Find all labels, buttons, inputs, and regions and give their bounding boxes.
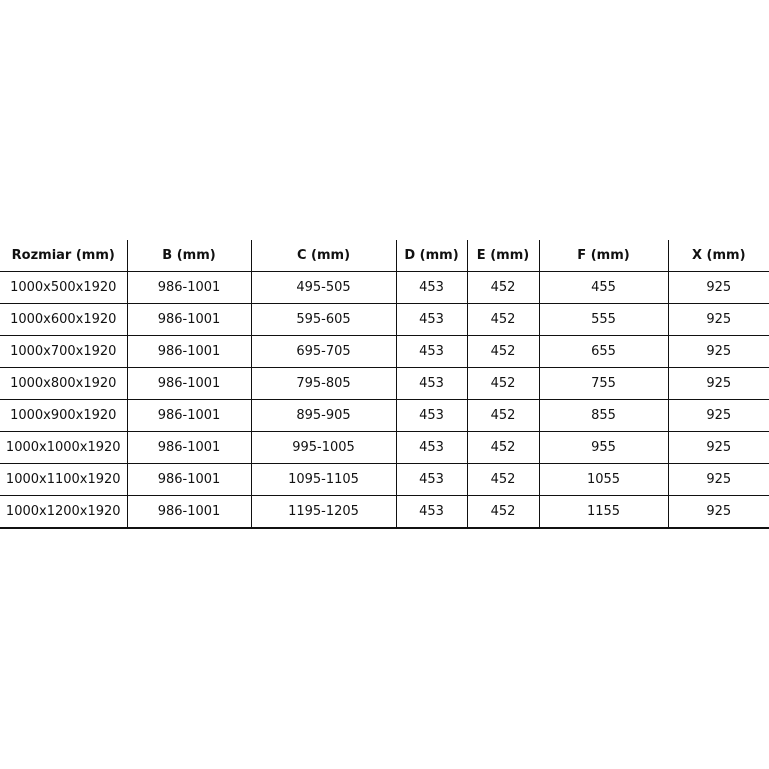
column-header: X (mm) — [667, 240, 769, 272]
table-cell: 986-1001 — [126, 399, 251, 432]
dimensions-table: Rozmiar (mm) B (mm) C (mm) D (mm) E (mm) F (m… — [0, 240, 769, 529]
table-cell: 1055 — [538, 463, 668, 496]
table-cell: 925 — [667, 335, 769, 368]
table-cell: 695-705 — [250, 335, 396, 368]
table-cell: 955 — [538, 431, 668, 464]
table-row: 1000x1100x1920 986-1001 1095-1105 453 452 105… — [0, 463, 769, 496]
table-cell: 1000x700x1920 — [0, 335, 127, 368]
table-cell: 986-1001 — [126, 495, 251, 529]
table-cell: 1000x500x1920 — [0, 271, 127, 304]
table-cell: 986-1001 — [126, 335, 251, 368]
table-cell: 986-1001 — [126, 367, 251, 400]
table-cell: 453 — [395, 271, 467, 304]
table-cell: 925 — [667, 303, 769, 336]
column-header: D (mm) — [395, 240, 467, 272]
table-row: 1000x1000x1920 986-1001 995-1005 453 452 955 9… — [0, 431, 769, 464]
table-cell: 855 — [538, 399, 668, 432]
table-cell: 452 — [466, 431, 539, 464]
table-cell: 1000x900x1920 — [0, 399, 127, 432]
table-cell: 495-505 — [250, 271, 396, 304]
table-row: 1000x1200x1920 986-1001 1195-1205 453 452 115… — [0, 495, 769, 529]
table-cell: 925 — [667, 399, 769, 432]
table-row: 1000x500x1920 986-1001 495-505 453 452 455 925 — [0, 271, 769, 304]
table-cell: 452 — [466, 335, 539, 368]
table-cell: 1000x600x1920 — [0, 303, 127, 336]
column-header: Rozmiar (mm) — [11, 248, 115, 263]
table-cell: 1000x1200x1920 — [0, 495, 127, 529]
table-cell: 986-1001 — [126, 431, 251, 464]
table-cell: 795-805 — [250, 367, 396, 400]
table-cell: 453 — [395, 495, 467, 529]
table-cell: 453 — [395, 367, 467, 400]
table-cell: 925 — [667, 367, 769, 400]
table-cell: 655 — [538, 335, 668, 368]
table-cell: 925 — [667, 463, 769, 496]
column-header: F (mm) — [538, 240, 668, 272]
table-row: 1000x700x1920 986-1001 695-705 453 452 655 925 — [0, 335, 769, 368]
table-cell: 452 — [466, 303, 539, 336]
table-cell: 1000x1100x1920 — [0, 463, 127, 496]
table-cell: 925 — [667, 431, 769, 464]
table-cell: 453 — [395, 399, 467, 432]
table-cell: 452 — [466, 463, 539, 496]
table-cell: 755 — [538, 367, 668, 400]
column-header: B (mm) — [126, 240, 251, 272]
table-cell: 1195-1205 — [250, 495, 396, 529]
table-cell: 1155 — [538, 495, 668, 529]
table-cell: 1095-1105 — [250, 463, 396, 496]
table-cell: 452 — [466, 399, 539, 432]
table-row: 1000x800x1920 986-1001 795-805 453 452 755 925 — [0, 367, 769, 400]
table-cell: 925 — [667, 271, 769, 304]
table-cell: 452 — [466, 271, 539, 304]
column-header: C (mm) — [250, 240, 396, 272]
table-cell: 453 — [395, 335, 467, 368]
table-cell: 995-1005 — [250, 431, 396, 464]
table-cell: 925 — [667, 495, 769, 529]
table-cell: 455 — [538, 271, 668, 304]
table-cell: 1000x800x1920 — [0, 367, 127, 400]
table-cell: 453 — [395, 303, 467, 336]
column-header: E (mm) — [466, 240, 539, 272]
table-cell: 453 — [395, 431, 467, 464]
table-cell: 452 — [466, 367, 539, 400]
table-cell: 1000x1000x1920 — [0, 431, 127, 464]
table-row: 1000x600x1920 986-1001 595-605 453 452 555 925 — [0, 303, 769, 336]
table-cell: 986-1001 — [126, 463, 251, 496]
table-cell: 555 — [538, 303, 668, 336]
table-cell: 895-905 — [250, 399, 396, 432]
table-cell: 986-1001 — [126, 303, 251, 336]
table-cell: 986-1001 — [126, 271, 251, 304]
table-cell: 452 — [466, 495, 539, 529]
table-cell: 453 — [395, 463, 467, 496]
table-row: 1000x900x1920 986-1001 895-905 453 452 855 925 — [0, 399, 769, 432]
table-cell: 595-605 — [250, 303, 396, 336]
table-header-row: Rozmiar (mm) B (mm) C (mm) D (mm) E (mm) F (m… — [0, 240, 769, 272]
